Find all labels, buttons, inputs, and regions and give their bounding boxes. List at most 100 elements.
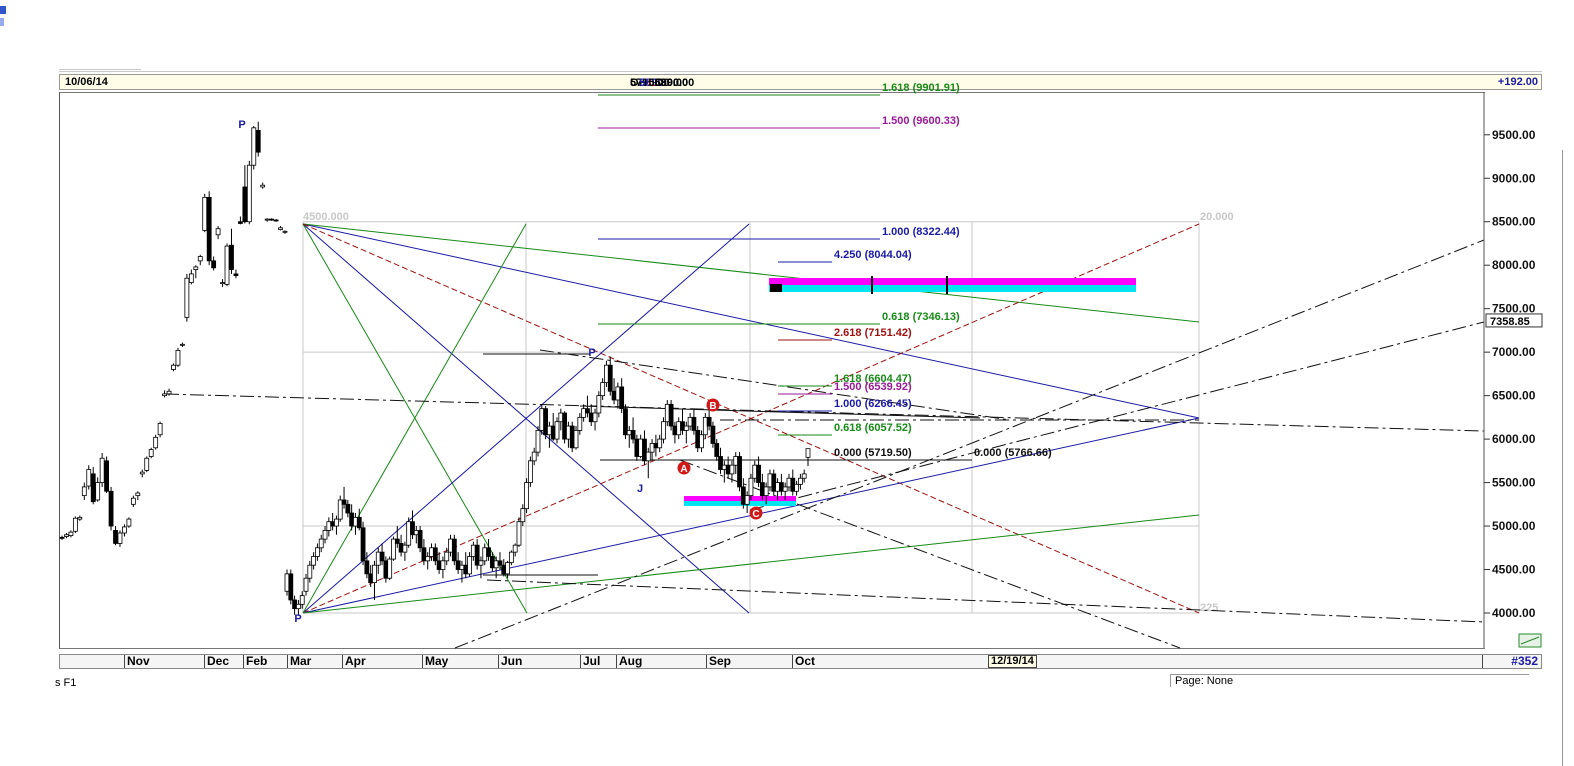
candle-body [188, 273, 194, 283]
candle-body [135, 492, 141, 497]
candle-body [699, 434, 704, 449]
candle-body [756, 464, 761, 483]
candle-body [130, 497, 136, 505]
abcd-marker [677, 461, 691, 475]
candle-body [318, 538, 324, 549]
candle-body [607, 364, 613, 392]
candle-body [634, 438, 640, 457]
bar-date: 10/06/14 [65, 76, 108, 88]
support-zone-cyan [684, 501, 796, 506]
candle-body [334, 518, 339, 527]
candle-body [478, 560, 484, 566]
candle-body [72, 517, 78, 532]
candle-body [623, 408, 628, 436]
candle-body [273, 219, 279, 222]
candle-body [794, 483, 799, 492]
candle-body [296, 603, 301, 610]
candle-body [184, 277, 190, 318]
abcd-label: B [709, 401, 716, 412]
candle-body [543, 408, 548, 436]
month-tick: Nov [124, 655, 150, 668]
candle-body [410, 521, 415, 536]
candle-body [421, 547, 427, 562]
page-status: Page: None [1170, 674, 1529, 687]
candle-body [619, 386, 625, 410]
candle-body [801, 473, 807, 479]
candle-body [59, 536, 65, 539]
candle-body [349, 512, 355, 527]
candle-body [661, 421, 666, 440]
trend-line [454, 239, 1485, 649]
ohlc-readout: O: 5790.00 H: 5890.00 L: 5690.00 C: 5890… [630, 76, 694, 89]
candle-body [596, 395, 602, 414]
candle-body [90, 473, 96, 503]
candle-body [251, 127, 257, 166]
candle-body [211, 260, 217, 269]
candle-body [162, 393, 167, 397]
top-rule [59, 71, 1542, 72]
candle-body [786, 477, 792, 488]
target-zone-cyan [769, 285, 1136, 292]
trend-line [164, 393, 1485, 432]
month-tick: Sep [706, 655, 731, 668]
high-value: 5890.00 [639, 77, 679, 89]
gann-fan-line [302, 223, 750, 614]
candle-body [292, 599, 298, 610]
trend-line [679, 459, 1181, 649]
candle-body [604, 364, 609, 383]
axis-separator [1482, 655, 1483, 668]
candle-body [81, 486, 87, 497]
candle-body [638, 438, 644, 457]
candle-body [676, 421, 682, 436]
close-label: C: [654, 77, 667, 89]
month-tick: Mar [287, 655, 311, 668]
candle-body [672, 425, 678, 436]
candle-body [64, 534, 69, 537]
candle-body [139, 471, 145, 475]
plot-frame[interactable] [59, 92, 1485, 649]
candle-body [721, 464, 727, 470]
mini-chart-icon-line [1520, 636, 1540, 645]
candle-body [569, 425, 575, 449]
candle-body [486, 547, 491, 557]
candle-body [459, 564, 465, 570]
price-tick-label: 4500.00 [1492, 563, 1536, 577]
candle-body [702, 416, 708, 436]
pivot-label: J [637, 483, 643, 495]
candle-body [744, 495, 750, 505]
candle-body [626, 430, 632, 436]
candle-body [432, 547, 438, 562]
month-tick: May [422, 655, 448, 668]
fib-level-label: 0.000 (5719.50) [834, 447, 912, 459]
candle-body [725, 464, 731, 475]
candle-body [448, 538, 453, 553]
candle-body [117, 532, 123, 544]
support-zone-magenta [684, 496, 796, 501]
candle-body [206, 196, 212, 262]
candle-body [144, 457, 150, 471]
candle-body [493, 560, 499, 569]
price-tick-label: 5000.00 [1492, 519, 1536, 533]
candle-body [299, 595, 305, 605]
bar-count: #352 [1511, 654, 1538, 668]
candle-body [180, 343, 185, 346]
candle-body [649, 443, 655, 453]
candle-body [729, 464, 735, 475]
open-value: 5790.00 [630, 77, 670, 89]
price-tick-label: 7000.00 [1492, 345, 1536, 359]
candle-body [311, 556, 317, 566]
candle-body [539, 408, 545, 431]
candle-body [153, 436, 159, 449]
fib-level-label: 1.500 (9600.33) [882, 115, 960, 127]
candle-body [68, 531, 74, 537]
candle-body [512, 544, 518, 553]
candle-body [695, 430, 701, 449]
candle-body [451, 538, 457, 562]
high-label: H: [639, 77, 651, 89]
top-tab-rule [59, 69, 141, 73]
candle-body [383, 560, 389, 579]
candle-body [558, 412, 564, 423]
candle-body [288, 573, 294, 601]
candle-body [554, 421, 560, 440]
